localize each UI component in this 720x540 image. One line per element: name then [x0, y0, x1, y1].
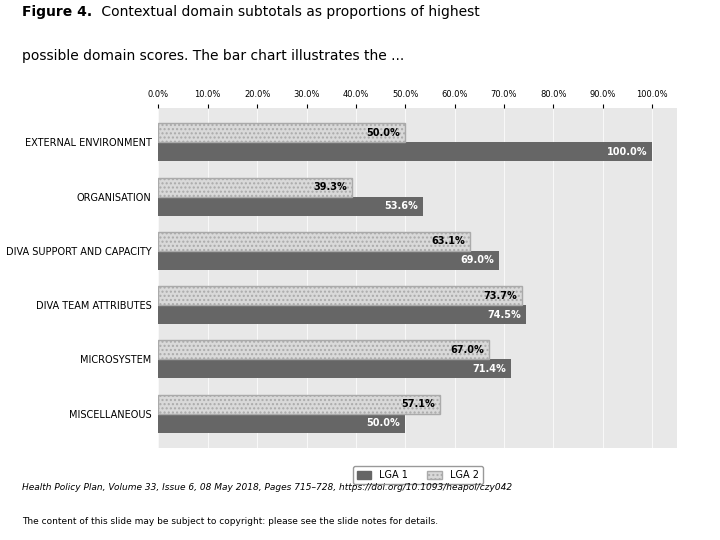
Text: 53.6%: 53.6%	[384, 201, 418, 211]
Text: 57.1%: 57.1%	[402, 399, 436, 409]
Text: 74.5%: 74.5%	[487, 310, 521, 320]
Bar	[158, 341, 489, 360]
Bar	[158, 395, 441, 414]
Bar	[158, 286, 522, 305]
Bar	[158, 360, 511, 379]
Text: 50.0%: 50.0%	[366, 128, 400, 138]
Bar	[158, 197, 423, 215]
Text: 67.0%: 67.0%	[451, 345, 485, 355]
Text: 71.4%: 71.4%	[472, 364, 506, 374]
Bar	[158, 414, 405, 433]
Text: 63.1%: 63.1%	[431, 237, 465, 246]
Text: 73.7%: 73.7%	[484, 291, 518, 301]
Text: Health Policy Plan, Volume 33, Issue 6, 08 May 2018, Pages 715–728, https://doi.: Health Policy Plan, Volume 33, Issue 6, …	[22, 483, 512, 492]
Text: Figure 4.: Figure 4.	[22, 5, 91, 19]
Bar	[158, 143, 652, 161]
Text: The content of this slide may be subject to copyright: please see the slide note: The content of this slide may be subject…	[22, 517, 438, 526]
Text: 50.0%: 50.0%	[366, 418, 400, 428]
Bar	[158, 251, 499, 270]
Legend: LGA 1, LGA 2: LGA 1, LGA 2	[353, 467, 482, 484]
Bar	[158, 305, 526, 324]
Bar	[158, 124, 405, 143]
Text: Contextual domain subtotals as proportions of highest: Contextual domain subtotals as proportio…	[97, 5, 480, 19]
Text: 100.0%: 100.0%	[607, 147, 647, 157]
Text: 39.3%: 39.3%	[314, 182, 348, 192]
Text: 69.0%: 69.0%	[460, 255, 494, 266]
Bar	[158, 178, 352, 197]
Text: possible domain scores. The bar chart illustrates the ...: possible domain scores. The bar chart il…	[22, 49, 404, 63]
Bar	[158, 232, 470, 251]
